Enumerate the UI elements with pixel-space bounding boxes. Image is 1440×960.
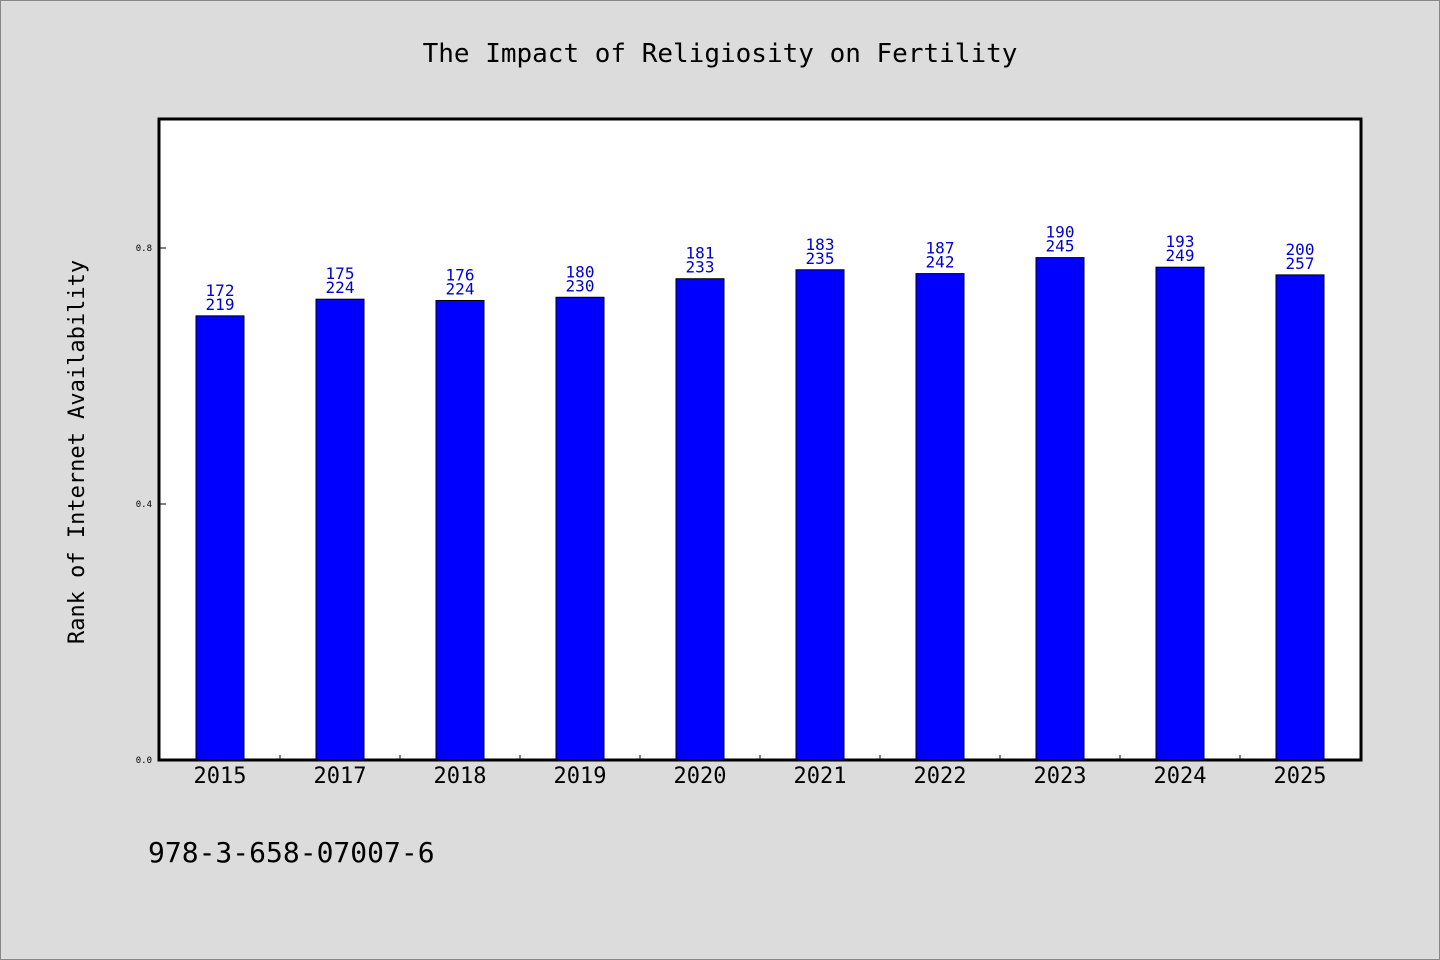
x-tick-label-2022: 2022 bbox=[914, 764, 967, 789]
bar-2021 bbox=[795, 269, 845, 761]
data-label-bottom-2019: 230 bbox=[566, 276, 595, 295]
data-label-top-2019: 180 bbox=[566, 262, 595, 281]
x-tick-label-2019: 2019 bbox=[554, 764, 607, 789]
data-label-top-2023: 190 bbox=[1046, 223, 1075, 242]
bar-2025 bbox=[1275, 274, 1325, 761]
data-label-top-2017: 175 bbox=[326, 264, 355, 283]
chart-title: The Impact of Religiosity on Fertility bbox=[423, 39, 1018, 69]
footer-identifier: 978-3-658-07007-6 bbox=[148, 836, 435, 869]
y-ticks-group: 0.0 0.4 0.8 bbox=[136, 244, 166, 766]
data-label-bottom-2017: 224 bbox=[326, 278, 355, 297]
data-labels-group: 1722191752241762241802301812331832351872… bbox=[206, 223, 1315, 314]
data-label-top-2018: 176 bbox=[446, 265, 475, 284]
data-label-bottom-2022: 242 bbox=[926, 253, 955, 272]
bar-2015 bbox=[195, 315, 245, 761]
x-tick-label-2018: 2018 bbox=[434, 764, 487, 789]
bar-2018 bbox=[435, 299, 485, 761]
data-label-bottom-2018: 224 bbox=[446, 279, 475, 298]
data-label-top-2024: 193 bbox=[1166, 232, 1195, 251]
data-label-top-2025: 200 bbox=[1286, 240, 1315, 259]
data-label-top-2021: 183 bbox=[806, 235, 835, 254]
y-tick-label-0.8: 0.8 bbox=[136, 244, 152, 254]
x-tick-label-2021: 2021 bbox=[794, 764, 847, 789]
bar-2019 bbox=[555, 296, 605, 761]
x-ticks-group: 2015 2017 2018 2019 2020 2021 2022 2023 2024 2025 bbox=[194, 755, 1327, 789]
bar-2023 bbox=[1035, 257, 1085, 761]
data-label-top-2022: 187 bbox=[926, 239, 955, 258]
data-label-bottom-2025: 257 bbox=[1286, 254, 1315, 273]
bar-2020 bbox=[675, 278, 725, 761]
data-label-bottom-2015: 219 bbox=[206, 295, 235, 314]
data-label-bottom-2024: 249 bbox=[1166, 246, 1195, 265]
data-label-top-2015: 172 bbox=[206, 281, 235, 300]
y-tick-label-0.4: 0.4 bbox=[136, 500, 152, 510]
bar-2017 bbox=[315, 298, 365, 761]
bar-2022 bbox=[915, 273, 965, 761]
x-tick-label-2020: 2020 bbox=[674, 764, 727, 789]
x-tick-label-2024: 2024 bbox=[1154, 764, 1207, 789]
x-tick-label-2025: 2025 bbox=[1274, 764, 1327, 789]
data-label-bottom-2020: 233 bbox=[686, 258, 715, 277]
y-axis-label: Rank of Internet Availability bbox=[65, 260, 90, 644]
bars-group bbox=[195, 257, 1325, 761]
data-label-bottom-2023: 245 bbox=[1046, 237, 1075, 256]
x-tick-label-2015: 2015 bbox=[194, 764, 247, 789]
data-label-bottom-2021: 235 bbox=[806, 249, 835, 268]
x-tick-label-2017: 2017 bbox=[314, 764, 367, 789]
data-label-top-2020: 181 bbox=[686, 244, 715, 263]
x-tick-label-2023: 2023 bbox=[1034, 764, 1087, 789]
y-tick-label-0.0: 0.0 bbox=[136, 756, 152, 766]
bar-2024 bbox=[1155, 266, 1205, 761]
